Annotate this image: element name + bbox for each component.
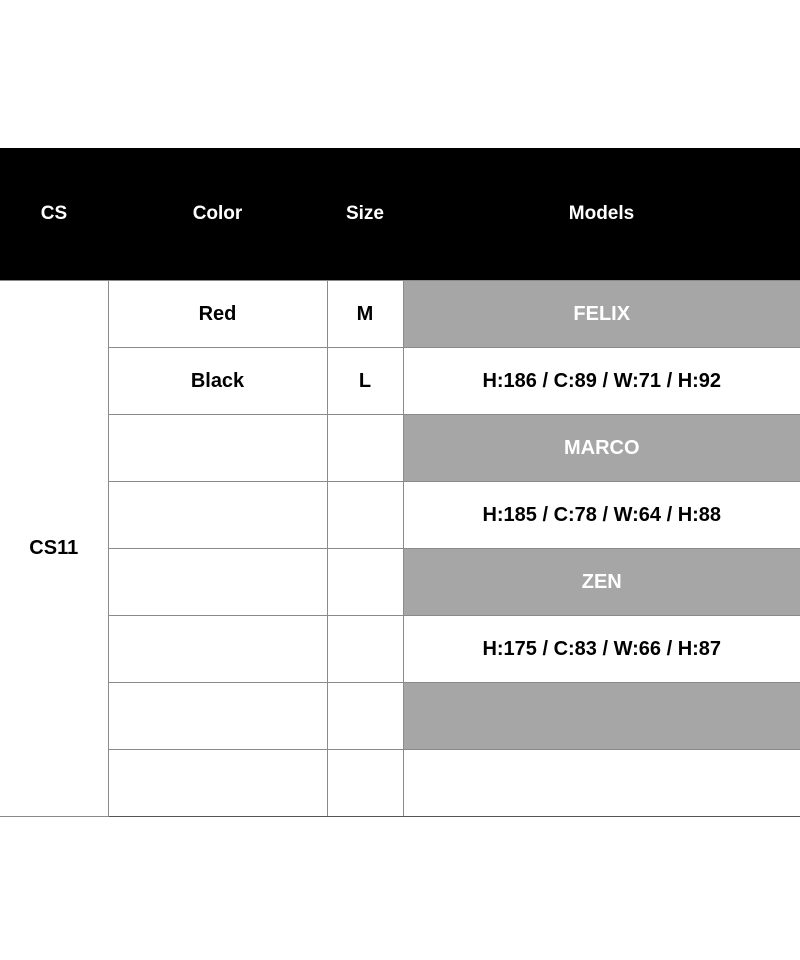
- color-cell: Black: [108, 347, 328, 415]
- header-size: Size: [327, 148, 403, 281]
- header-cs: CS: [0, 148, 108, 281]
- table-row: H:185 / C:78 / W:64 / H:88: [0, 481, 800, 549]
- model-cell: H:175 / C:83 / W:66 / H:87: [402, 615, 800, 683]
- model-cell: H:186 / C:89 / W:71 / H:92: [402, 347, 800, 415]
- size-cell: [326, 682, 404, 750]
- size-cell: L: [326, 347, 404, 415]
- size-cell: [326, 749, 404, 817]
- model-cell: FELIX: [402, 280, 800, 348]
- size-cell: [326, 548, 404, 616]
- table-row: CS11 Red M FELIX: [0, 280, 800, 817]
- color-cell: [108, 548, 328, 616]
- size-cell: [326, 414, 404, 482]
- table-row: [0, 682, 800, 750]
- size-cell: M: [326, 280, 404, 348]
- model-cell: ZEN: [402, 548, 800, 616]
- table-row: ZEN: [0, 548, 800, 616]
- header-row: CS Color Size Models: [0, 148, 800, 281]
- size-cell: [326, 481, 404, 549]
- color-cell: Red: [107, 280, 328, 348]
- table-row: MARCO: [0, 414, 800, 482]
- model-cell: [402, 682, 800, 750]
- cs-cell: CS11: [0, 280, 109, 817]
- size-cell: [326, 615, 404, 683]
- model-cell: [402, 749, 800, 817]
- color-cell: [108, 615, 328, 683]
- table-row: H:175 / C:83 / W:66 / H:87: [0, 615, 800, 683]
- table-row: [0, 749, 800, 817]
- header-models: Models: [403, 148, 800, 281]
- size-chart-table: CS Color Size Models CS11 Red M FELIX Black L…: [0, 148, 800, 817]
- model-cell: H:185 / C:78 / W:64 / H:88: [402, 481, 800, 549]
- color-cell: [108, 414, 328, 482]
- color-cell: [108, 481, 328, 549]
- table-row: Black L H:186 / C:89 / W:71 / H:92: [0, 347, 800, 415]
- header-color: Color: [108, 148, 327, 281]
- color-cell: [108, 682, 328, 750]
- color-cell: [108, 749, 328, 817]
- model-cell: MARCO: [402, 414, 800, 482]
